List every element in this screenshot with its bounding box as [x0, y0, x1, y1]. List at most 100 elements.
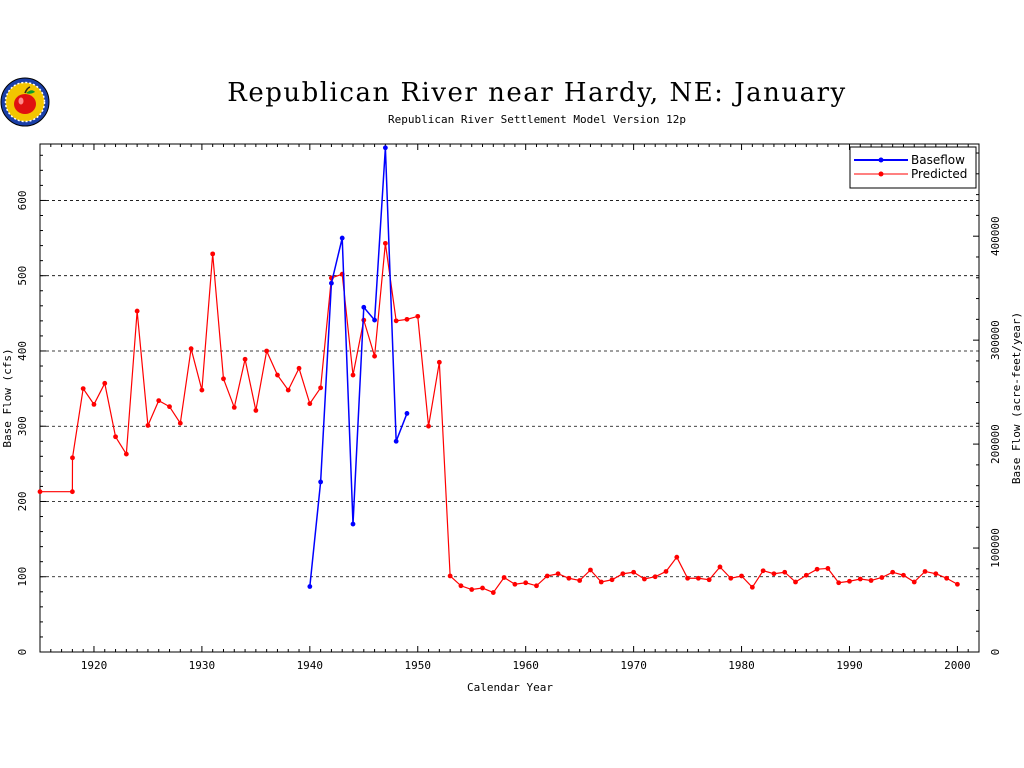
data-point-predicted: [933, 571, 939, 577]
data-point-predicted: [922, 569, 928, 574]
plot-area: [39, 143, 980, 653]
data-point-predicted: [188, 346, 194, 352]
data-point-predicted: [447, 573, 453, 579]
legend-marker-predicted: [878, 171, 884, 177]
data-point-predicted: [879, 575, 885, 580]
x-tick-label: 1920: [81, 659, 108, 672]
x-tick-label: 2000: [944, 659, 971, 672]
data-point-baseflow: [329, 280, 334, 286]
data-point-predicted: [728, 575, 734, 581]
legend-marker-baseflow: [878, 157, 884, 163]
data-point-predicted: [296, 365, 302, 371]
data-point-predicted: [458, 583, 464, 589]
data-point-predicted: [70, 455, 75, 461]
y-axis-left: 0 100 200 300 400 500 600: [16, 154, 46, 656]
data-point-predicted: [674, 554, 680, 560]
data-point-predicted: [91, 401, 97, 407]
data-point-predicted: [793, 579, 798, 585]
data-point-predicted: [825, 566, 831, 571]
x-tick-label: 1990: [836, 659, 863, 672]
data-point-predicted: [156, 398, 162, 404]
y-tick-label: 600: [16, 191, 29, 211]
x-tick-label: 1980: [728, 659, 755, 672]
x-tick-label: 1930: [189, 659, 216, 672]
data-point-predicted: [69, 489, 75, 495]
data-point-predicted: [642, 576, 647, 582]
data-point-predicted: [501, 575, 507, 580]
data-point-predicted: [415, 313, 421, 319]
data-point-predicted: [847, 578, 852, 584]
data-point-predicted: [749, 584, 755, 590]
data-point-predicted: [512, 581, 518, 587]
data-point-predicted: [717, 564, 723, 570]
data-point-predicted: [944, 575, 950, 581]
y-right-tick-label: 400000: [989, 216, 1002, 256]
data-point-predicted: [771, 571, 777, 577]
data-point-predicted: [652, 574, 658, 580]
data-point-baseflow: [318, 479, 324, 485]
apple-logo-icon: [0, 77, 50, 127]
data-point-predicted: [911, 579, 917, 585]
data-point-predicted: [577, 578, 583, 583]
data-point-predicted: [609, 577, 615, 583]
data-point-predicted: [663, 569, 669, 574]
data-point-predicted: [555, 571, 561, 577]
data-point-predicted: [436, 359, 442, 365]
data-point-predicted: [544, 573, 550, 579]
x-axis-label: Calendar Year: [467, 681, 553, 694]
data-point-predicted: [393, 318, 399, 324]
x-tick-label: 1960: [512, 659, 539, 672]
data-point-predicted: [868, 578, 874, 583]
data-point-predicted: [167, 404, 172, 410]
y-tick-label: 0: [16, 649, 29, 656]
data-point-predicted: [566, 575, 572, 581]
x-tick-label: 1970: [620, 659, 647, 672]
y-right-tick-label: 200000: [989, 424, 1002, 464]
data-point-predicted: [523, 580, 529, 586]
data-point-predicted: [350, 372, 356, 378]
y-right-tick-label: 100000: [989, 528, 1002, 568]
data-point-predicted: [210, 251, 216, 257]
data-point-predicted: [231, 405, 237, 410]
data-point-predicted: [307, 401, 313, 407]
data-point-predicted: [490, 590, 496, 595]
data-point-predicted: [631, 569, 637, 575]
y-tick-label: 400: [16, 341, 29, 361]
data-point-predicted: [706, 577, 712, 583]
x-axis: 1920 1930 1940 1950 1960 1970 1980 1990 2000: [39, 144, 980, 672]
y-tick-label: 500: [16, 266, 29, 286]
data-point-baseflow: [372, 317, 377, 323]
data-point-predicted: [318, 385, 324, 391]
data-point-predicted: [782, 569, 788, 575]
y-right-tick-label: 300000: [989, 320, 1002, 360]
data-point-predicted: [480, 585, 485, 591]
data-point-predicted: [695, 575, 701, 581]
y-right-tick-label: 0: [989, 649, 1002, 656]
data-point-predicted: [242, 356, 248, 362]
data-point-baseflow: [361, 304, 367, 310]
data-point-predicted: [685, 575, 690, 581]
y-tick-label: 100: [16, 567, 29, 587]
data-point-predicted: [253, 408, 259, 413]
data-point-predicted: [275, 372, 280, 378]
y-tick-label: 200: [16, 492, 29, 512]
y-axis-label: Base Flow (cfs): [1, 348, 14, 447]
data-point-predicted: [382, 240, 388, 246]
data-point-predicted: [113, 434, 118, 440]
data-point-predicted: [221, 376, 226, 382]
data-point-predicted: [469, 587, 475, 592]
data-point-predicted: [145, 423, 151, 428]
data-point-predicted: [264, 348, 270, 354]
y-axis-right-label: Base Flow (acre-feet/year): [1010, 312, 1023, 484]
data-point-predicted: [760, 568, 766, 574]
legend-label-predicted: Predicted: [911, 167, 967, 181]
data-point-predicted: [588, 567, 593, 573]
data-point-predicted: [836, 580, 842, 586]
series-layer: [37, 145, 960, 595]
legend: Baseflow Predicted: [849, 146, 977, 189]
legend-label-baseflow: Baseflow: [911, 153, 965, 167]
data-point-predicted: [404, 316, 410, 322]
chart-title: Republican River near Hardy, NE: January: [227, 78, 846, 108]
data-point-baseflow: [404, 411, 410, 416]
